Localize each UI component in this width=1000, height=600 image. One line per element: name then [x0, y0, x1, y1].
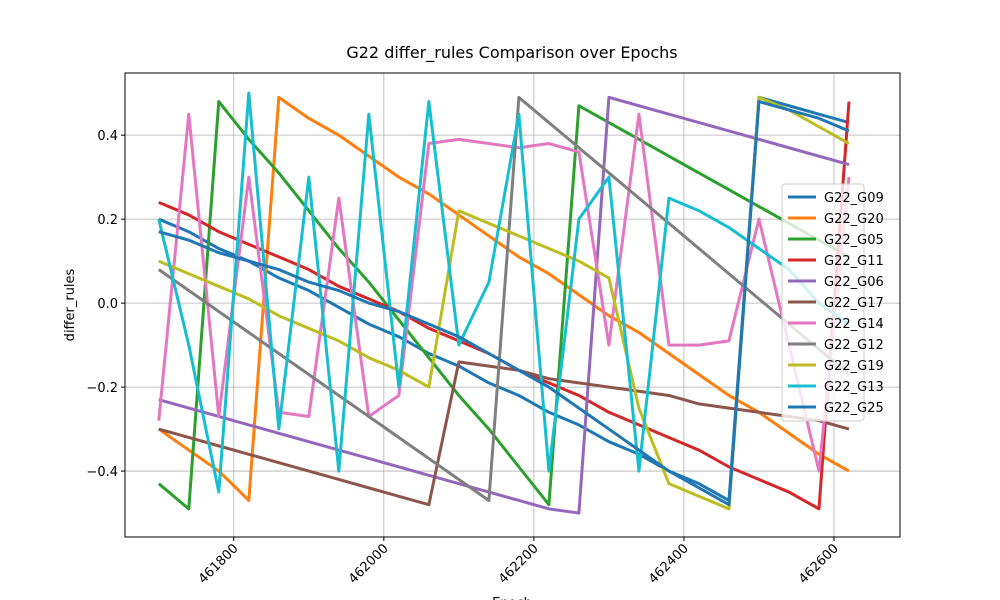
chart-title: G22 differ_rules Comparison over Epochs — [346, 43, 677, 63]
x-tick-label: 461800 — [196, 541, 242, 587]
legend-label: G22_G05 — [824, 233, 884, 248]
y-tick-label: 0.2 — [97, 213, 118, 228]
series-line — [158, 100, 850, 507]
series-line — [157, 91, 850, 494]
legend-label: G22_G17 — [824, 296, 884, 311]
legend-label: G22_G06 — [824, 275, 884, 290]
y-tick-label: 0.4 — [97, 129, 118, 144]
legend-label: G22_G12 — [824, 338, 884, 353]
y-axis-label: differ_rules — [63, 268, 78, 341]
legend-label: G22_G20 — [824, 212, 884, 227]
y-tick-label: −0.4 — [86, 465, 118, 480]
series-line — [158, 95, 850, 515]
series-line — [157, 95, 850, 502]
legend-label: G22_G11 — [824, 254, 884, 269]
y-tick-label: −0.2 — [86, 381, 118, 396]
plot-frame — [124, 72, 901, 538]
legend-box — [781, 183, 865, 422]
x-tick-label: 462400 — [646, 541, 692, 587]
legend-label: G22_G13 — [824, 380, 884, 395]
x-tick-label: 462200 — [496, 541, 542, 587]
legend-label: G22_G09 — [824, 191, 884, 206]
x-tick-label: 462000 — [346, 541, 392, 587]
series-line — [157, 100, 850, 511]
legend-label: G22_G14 — [824, 317, 884, 332]
y-tick-label: 0.0 — [97, 297, 118, 312]
series-line — [157, 95, 850, 502]
x-axis-label: Epoch — [492, 596, 532, 600]
legend-label: G22_G19 — [824, 359, 884, 374]
legend-label: G22_G25 — [824, 401, 884, 416]
series-line — [158, 360, 850, 507]
x-tick-label: 462600 — [796, 541, 842, 587]
